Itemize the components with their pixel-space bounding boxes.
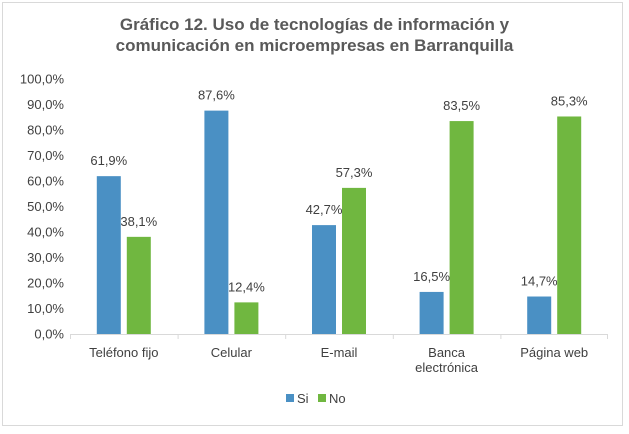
y-tick-label: 100,0%	[20, 72, 65, 87]
x-tick-label: electrónica	[415, 360, 479, 375]
data-label: 14,7%	[521, 274, 558, 289]
data-label: 61,9%	[90, 153, 127, 168]
bar-si	[204, 110, 229, 335]
data-label: 87,6%	[198, 88, 235, 103]
x-tick-label: Página web	[520, 345, 588, 360]
y-tick-label: 30,0%	[27, 250, 64, 265]
bar-no	[342, 187, 366, 334]
x-tick-label: Banca	[428, 345, 466, 360]
bar-no	[126, 236, 151, 334]
bar-no	[234, 302, 259, 334]
y-tick-label: 80,0%	[27, 123, 64, 138]
data-label: 38,1%	[120, 214, 157, 229]
data-label: 42,7%	[306, 202, 343, 217]
bar-no	[557, 116, 582, 334]
y-tick-label: 70,0%	[27, 148, 64, 163]
legend-swatch-si	[286, 394, 294, 402]
y-tick-label: 10,0%	[27, 301, 64, 316]
x-tick-label: E-mail	[321, 345, 358, 360]
chart-title: Gráfico 12. Uso de tecnologías de inform…	[0, 14, 629, 56]
chart-title-line-1: Gráfico 12. Uso de tecnologías de inform…	[119, 15, 510, 34]
legend-label-si: Si	[297, 391, 309, 406]
data-label: 57,3%	[336, 165, 373, 180]
bar-si	[419, 291, 444, 334]
y-tick-label: 20,0%	[27, 276, 64, 291]
bar-si	[96, 176, 121, 334]
bar-si	[527, 296, 552, 334]
data-label: 12,4%	[228, 279, 265, 294]
y-tick-label: 60,0%	[27, 174, 64, 189]
chart-title-line-2: comunicación en microempresas en Barranq…	[115, 36, 514, 55]
bar-no	[449, 121, 474, 334]
legend-swatch-no	[318, 394, 326, 402]
bar-si	[312, 225, 336, 334]
legend-label-no: No	[329, 391, 346, 406]
y-tick-label: 90,0%	[27, 97, 64, 112]
y-tick-label: 50,0%	[27, 199, 64, 214]
data-label: 16,5%	[413, 269, 450, 284]
x-tick-label: Celular	[211, 345, 253, 360]
x-tick-label: Teléfono fijo	[89, 345, 158, 360]
y-tick-label: 0,0%	[34, 327, 64, 342]
data-label: 85,3%	[551, 93, 588, 108]
y-tick-label: 40,0%	[27, 225, 64, 240]
data-label: 83,5%	[443, 98, 480, 113]
